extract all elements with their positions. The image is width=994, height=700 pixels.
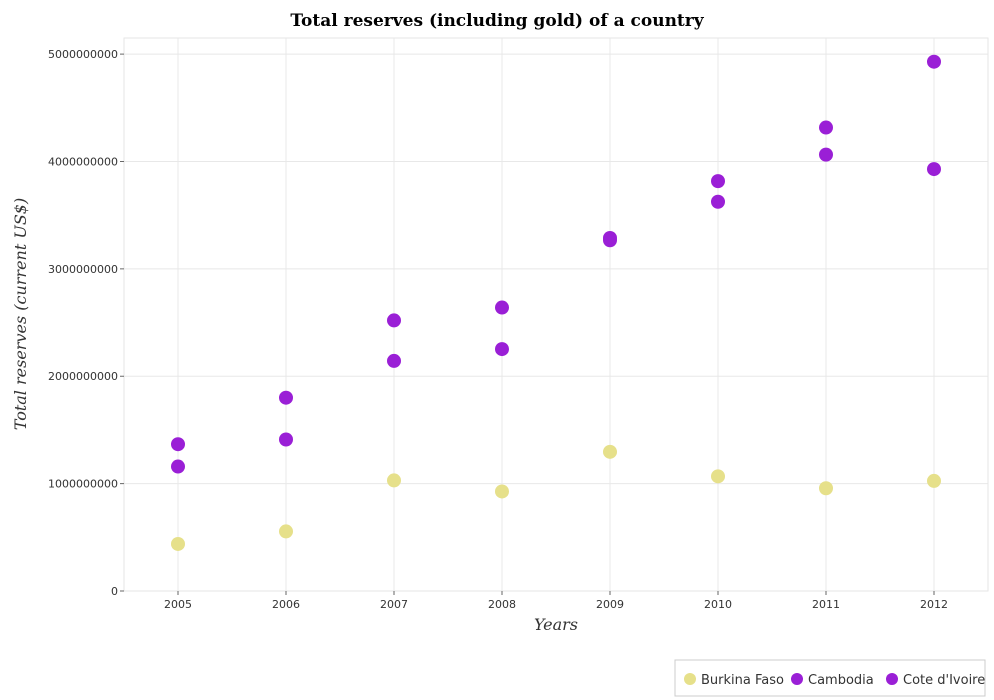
data-point (171, 437, 185, 452)
legend-label: Cambodia (808, 673, 874, 688)
y-axis: 0 1000000000 2000000000 3000000000 400000000… (48, 48, 124, 598)
legend-marker (791, 673, 803, 685)
chart-title: Total reserves (including gold) of a cou… (290, 11, 704, 31)
data-points (171, 54, 941, 551)
x-tick-label: 2005 (164, 598, 192, 611)
x-tick-label: 2012 (920, 598, 948, 611)
x-tick-label: 2006 (272, 598, 300, 611)
data-point (495, 342, 509, 357)
data-point (711, 194, 725, 209)
y-tick-label: 2000000000 (48, 370, 118, 383)
data-point (495, 484, 509, 499)
data-point (819, 120, 833, 135)
x-tick-label: 2007 (380, 598, 408, 611)
data-point (819, 147, 833, 162)
grid (124, 38, 988, 592)
data-point (279, 432, 293, 447)
y-tick-label: 5000000000 (48, 48, 118, 61)
data-point (819, 481, 833, 496)
data-point (279, 524, 293, 539)
data-point (279, 390, 293, 405)
x-tick-label: 2009 (596, 598, 624, 611)
y-tick-label: 0 (111, 585, 118, 598)
data-point (387, 353, 401, 368)
data-point (387, 313, 401, 328)
data-point (603, 444, 617, 459)
data-point (711, 469, 725, 484)
legend-marker (886, 673, 898, 685)
data-point (927, 473, 941, 488)
y-axis-label: Total reserves (current US$) (11, 198, 30, 430)
data-point (927, 54, 941, 69)
y-tick-label: 3000000000 (48, 263, 118, 276)
data-point (927, 162, 941, 177)
legend-box (674, 659, 986, 697)
x-axis: 2005 2006 2007 2008 2009 2010 2011 2012 (164, 591, 948, 611)
legend: Burkina Faso Cambodia Cote d'Ivoire (674, 659, 986, 697)
legend-label: Cote d'Ivoire (903, 673, 985, 688)
x-axis-label: Years (534, 615, 578, 634)
data-point (171, 536, 185, 551)
plot-area (123, 37, 989, 592)
x-tick-label: 2008 (488, 598, 516, 611)
y-tick-label: 1000000000 (48, 478, 118, 491)
data-point (171, 459, 185, 474)
y-tick-label: 4000000000 (48, 155, 118, 168)
data-point (387, 473, 401, 488)
x-tick-label: 2010 (704, 598, 732, 611)
data-point (603, 233, 617, 248)
legend-marker (684, 673, 696, 685)
legend-label: Burkina Faso (701, 673, 784, 688)
data-point (495, 300, 509, 315)
data-point (711, 174, 725, 189)
x-tick-label: 2011 (812, 598, 840, 611)
